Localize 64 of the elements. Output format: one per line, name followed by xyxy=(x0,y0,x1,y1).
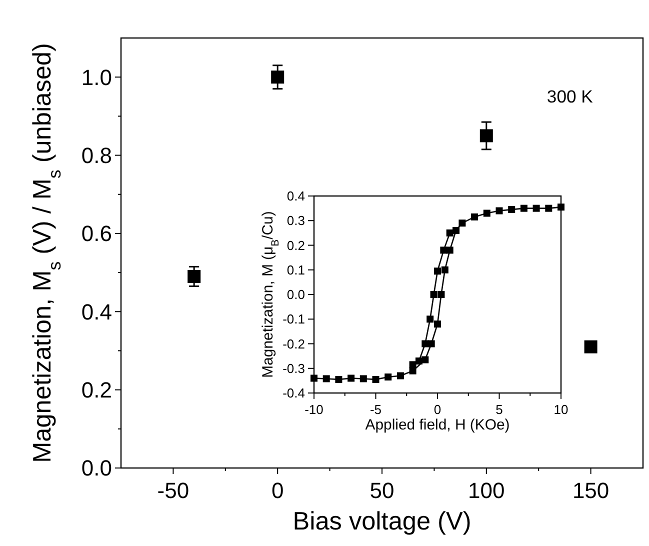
point xyxy=(452,226,460,234)
x-tick-label: 150 xyxy=(572,478,610,503)
point xyxy=(458,220,466,227)
point xyxy=(483,210,490,217)
point xyxy=(322,375,330,382)
point xyxy=(508,206,516,214)
point xyxy=(440,246,448,254)
point xyxy=(348,374,355,382)
x-tick-label: -50 xyxy=(157,478,190,503)
x-axis-title: Bias voltage (V) xyxy=(292,508,472,536)
x-tick-label: -10 xyxy=(304,402,324,417)
x-axis-title: Applied field, H (KOe) xyxy=(365,416,510,434)
y-tick-label: 0.0 xyxy=(286,287,305,302)
y-tick-label: -0.3 xyxy=(282,360,305,376)
annotation: 300 K xyxy=(546,86,594,106)
point xyxy=(372,376,380,383)
y-tick-label: 0.8 xyxy=(81,142,112,168)
y-tick-label: 0.1 xyxy=(286,262,305,278)
point xyxy=(409,367,416,374)
point xyxy=(434,268,441,275)
point xyxy=(426,316,434,323)
point xyxy=(310,374,318,382)
y-tick-label: 0.2 xyxy=(286,238,305,253)
y-tick-label: 0.2 xyxy=(81,378,112,403)
point xyxy=(434,320,441,328)
point xyxy=(471,213,478,220)
point xyxy=(428,340,435,348)
point xyxy=(360,375,367,382)
y-tick-label: 0.4 xyxy=(81,299,112,324)
point xyxy=(438,291,445,298)
point xyxy=(396,372,404,380)
y-tick-label: 1.0 xyxy=(81,64,112,90)
x-tick-label: 10 xyxy=(554,402,568,417)
y-tick-label: -0.4 xyxy=(282,386,305,401)
point xyxy=(446,246,454,254)
y-tick-label: 0.4 xyxy=(286,188,305,204)
point xyxy=(430,291,438,298)
point xyxy=(558,204,564,211)
point xyxy=(188,270,201,283)
point xyxy=(520,204,528,212)
point xyxy=(532,204,540,212)
point xyxy=(441,266,448,274)
point xyxy=(384,373,392,380)
point xyxy=(545,204,552,212)
y-tick-label: 0.0 xyxy=(81,456,112,481)
x-tick-label: 50 xyxy=(370,478,394,503)
x-tick-label: 0 xyxy=(271,478,284,503)
point xyxy=(496,207,503,214)
point xyxy=(422,340,429,348)
x-tick-label: 5 xyxy=(496,402,503,417)
point xyxy=(271,70,284,84)
x-tick-label: 0 xyxy=(434,402,442,417)
point xyxy=(480,129,493,142)
x-tick-label: 100 xyxy=(468,478,505,503)
point xyxy=(409,361,416,368)
y-tick-label: -0.1 xyxy=(282,312,305,327)
point xyxy=(584,340,598,354)
y-tick-label: 0.6 xyxy=(81,221,112,246)
point xyxy=(446,229,454,236)
y-tick-label: -0.2 xyxy=(282,336,305,352)
y-tick-label: 0.3 xyxy=(286,213,305,228)
point xyxy=(335,376,342,383)
x-tick-label: -5 xyxy=(370,402,382,417)
point xyxy=(415,357,422,364)
